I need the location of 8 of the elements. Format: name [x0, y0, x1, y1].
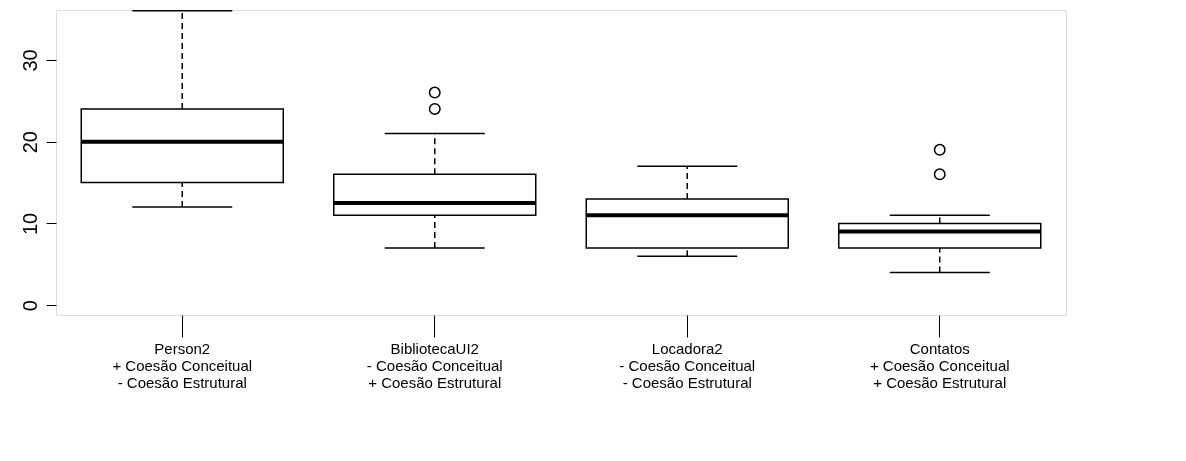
y-tick-label: 10 — [18, 212, 41, 236]
y-tick-label: 30 — [18, 49, 41, 72]
x-tick-label: Contatos + Coesão Conceitual + Coesão Estrutural — [869, 339, 1010, 391]
x-tick-label: BibliotecaUI2 - Coesão Conceitual + Coesão Estrutural — [366, 339, 503, 391]
y-tick-label: 0 — [18, 300, 41, 312]
x-tick-label: Locadora2 - Coesão Conceitual - Coesão Estrutural — [619, 339, 756, 391]
y-tick-label: 20 — [18, 131, 41, 154]
x-tick-label: Person2 + Coesão Conceitual - Coesão Estrutural — [112, 339, 253, 391]
